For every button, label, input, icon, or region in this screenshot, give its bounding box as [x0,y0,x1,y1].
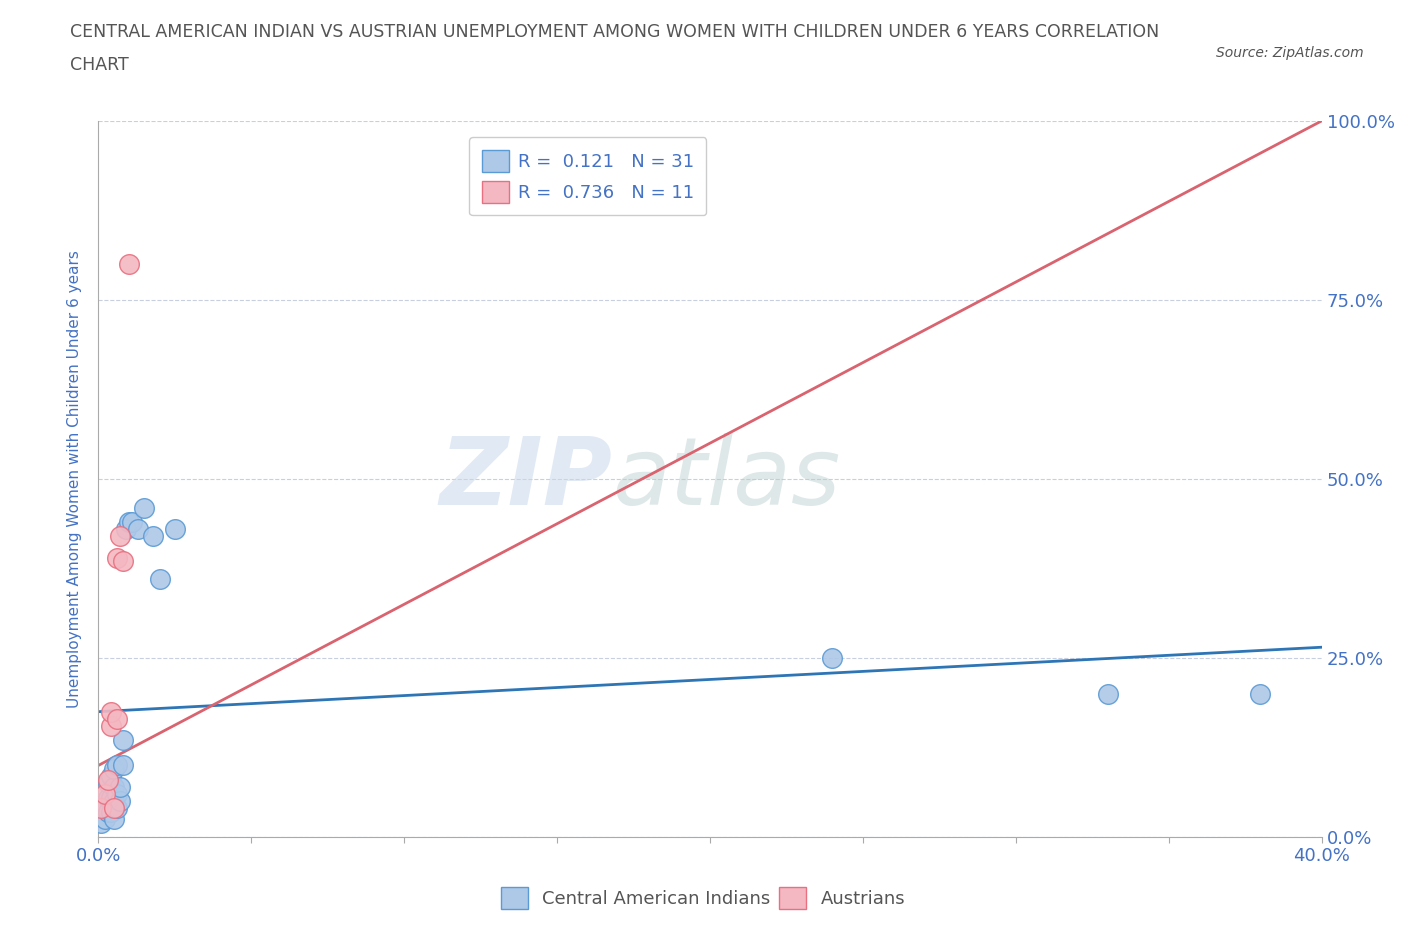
Legend: Central American Indians, Austrians: Central American Indians, Austrians [494,880,912,916]
Point [108,529,131,544]
Legend: R =  0.121   N = 31, R =  0.736   N = 11: R = 0.121 N = 31, R = 0.736 N = 11 [470,137,706,216]
Point [118,257,141,272]
Point [97,804,120,819]
Point [108,779,131,794]
Point [118,514,141,529]
Point [93,812,115,827]
Point [103,779,125,794]
Point [108,794,131,809]
Text: CHART: CHART [70,56,129,73]
Point [105,711,128,726]
Point [103,794,125,809]
Point [100,804,122,819]
Point [90,816,112,830]
Point [103,762,125,777]
Point [163,522,186,537]
Point [149,572,172,587]
Point [100,769,122,784]
Text: Source: ZipAtlas.com: Source: ZipAtlas.com [1216,46,1364,60]
Point [105,551,128,565]
Point [103,801,125,816]
Point [111,758,134,773]
Point [100,790,122,805]
Point [105,801,128,816]
Point [1249,686,1271,701]
Point [100,704,122,719]
Point [111,554,134,569]
Point [111,733,134,748]
Y-axis label: Unemployment Among Women with Children Under 6 years: Unemployment Among Women with Children U… [67,250,83,708]
Point [105,787,128,802]
Point [100,719,122,734]
Point [103,812,125,827]
Point [93,797,115,812]
Point [127,522,149,537]
Point [93,787,115,802]
Point [115,522,138,537]
Text: atlas: atlas [612,433,841,525]
Point [1097,686,1119,701]
Point [142,529,165,544]
Point [821,651,844,666]
Text: CENTRAL AMERICAN INDIAN VS AUSTRIAN UNEMPLOYMENT AMONG WOMEN WITH CHILDREN UNDER: CENTRAL AMERICAN INDIAN VS AUSTRIAN UNEM… [70,23,1160,41]
Point [97,790,120,805]
Point [105,758,128,773]
Point [134,500,156,515]
Point [90,801,112,816]
Text: ZIP: ZIP [439,433,612,525]
Point [97,776,120,790]
Point [121,514,143,529]
Point [97,772,120,787]
